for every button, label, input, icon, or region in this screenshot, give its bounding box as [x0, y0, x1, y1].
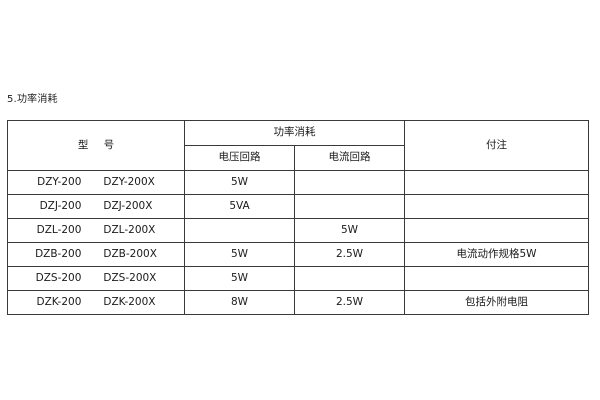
- cell-model: DZY-200 DZY-200X: [7, 170, 185, 195]
- cell-remark: 包括外附电阻: [404, 290, 589, 315]
- cell-current: [294, 266, 405, 291]
- cell-remark: [404, 170, 589, 195]
- table-header-row-1: 型 号 功率消耗 付注: [7, 120, 589, 171]
- table-row: DZK-200 DZK-200X 8W 2.5W 包括外附电阻: [7, 290, 589, 315]
- model-code-variant: DZB-200X: [103, 247, 157, 260]
- cell-voltage: 5W: [184, 266, 295, 291]
- section-title: 5.功率消耗: [7, 94, 58, 105]
- model-code-primary: DZJ-200: [39, 199, 82, 212]
- header-model-label: 型 号: [77, 138, 121, 151]
- cell-remark: 电流动作规格5W: [404, 242, 589, 267]
- cell-voltage: 5W: [184, 170, 295, 195]
- cell-remark: [404, 218, 589, 243]
- model-code-variant: DZJ-200X: [103, 199, 153, 212]
- model-code-variant: DZS-200X: [103, 271, 157, 284]
- header-power-consumption: 功率消耗: [184, 120, 405, 146]
- cell-model: DZK-200 DZK-200X: [7, 290, 185, 315]
- power-consumption-table: 型 号 功率消耗 付注 电压回路 电流回路 DZY-200 DZY-200X 5…: [7, 120, 589, 315]
- model-code-primary: DZB-200: [35, 247, 82, 260]
- table-row: DZL-200 DZL-200X 5W: [7, 218, 589, 243]
- cell-model: DZS-200 DZS-200X: [7, 266, 185, 291]
- header-voltage-circuit: 电压回路: [184, 145, 295, 171]
- table-row: DZS-200 DZS-200X 5W: [7, 266, 589, 291]
- table-header: 型 号 功率消耗 付注 电压回路 电流回路: [7, 120, 589, 171]
- model-code-primary: DZK-200: [36, 295, 82, 308]
- model-code-variant: DZK-200X: [103, 295, 156, 308]
- cell-current: 2.5W: [294, 242, 405, 267]
- cell-current: [294, 194, 405, 219]
- header-current-circuit: 电流回路: [294, 145, 405, 171]
- model-code-primary: DZL-200: [36, 223, 82, 236]
- header-remark: 付注: [404, 120, 589, 171]
- cell-model: DZJ-200 DZJ-200X: [7, 194, 185, 219]
- cell-voltage: [184, 218, 295, 243]
- cell-voltage: 8W: [184, 290, 295, 315]
- cell-current: 2.5W: [294, 290, 405, 315]
- model-code-variant: DZL-200X: [103, 223, 156, 236]
- table-row: DZJ-200 DZJ-200X 5VA: [7, 194, 589, 219]
- cell-model: DZB-200 DZB-200X: [7, 242, 185, 267]
- cell-remark: [404, 194, 589, 219]
- model-code-primary: DZY-200: [37, 175, 82, 188]
- table-row: DZY-200 DZY-200X 5W: [7, 170, 589, 195]
- cell-current: [294, 170, 405, 195]
- table-row: DZB-200 DZB-200X 5W 2.5W 电流动作规格5W: [7, 242, 589, 267]
- cell-voltage: 5W: [184, 242, 295, 267]
- cell-voltage: 5VA: [184, 194, 295, 219]
- cell-current: 5W: [294, 218, 405, 243]
- header-model: 型 号: [7, 120, 185, 171]
- table-body: DZY-200 DZY-200X 5W DZJ-200 DZJ-200X 5VA: [7, 170, 589, 315]
- table-header-row-2: 电压回路 电流回路: [8, 145, 589, 171]
- cell-remark: [404, 266, 589, 291]
- model-code-variant: DZY-200X: [103, 175, 155, 188]
- cell-model: DZL-200 DZL-200X: [7, 218, 185, 243]
- model-code-primary: DZS-200: [35, 271, 82, 284]
